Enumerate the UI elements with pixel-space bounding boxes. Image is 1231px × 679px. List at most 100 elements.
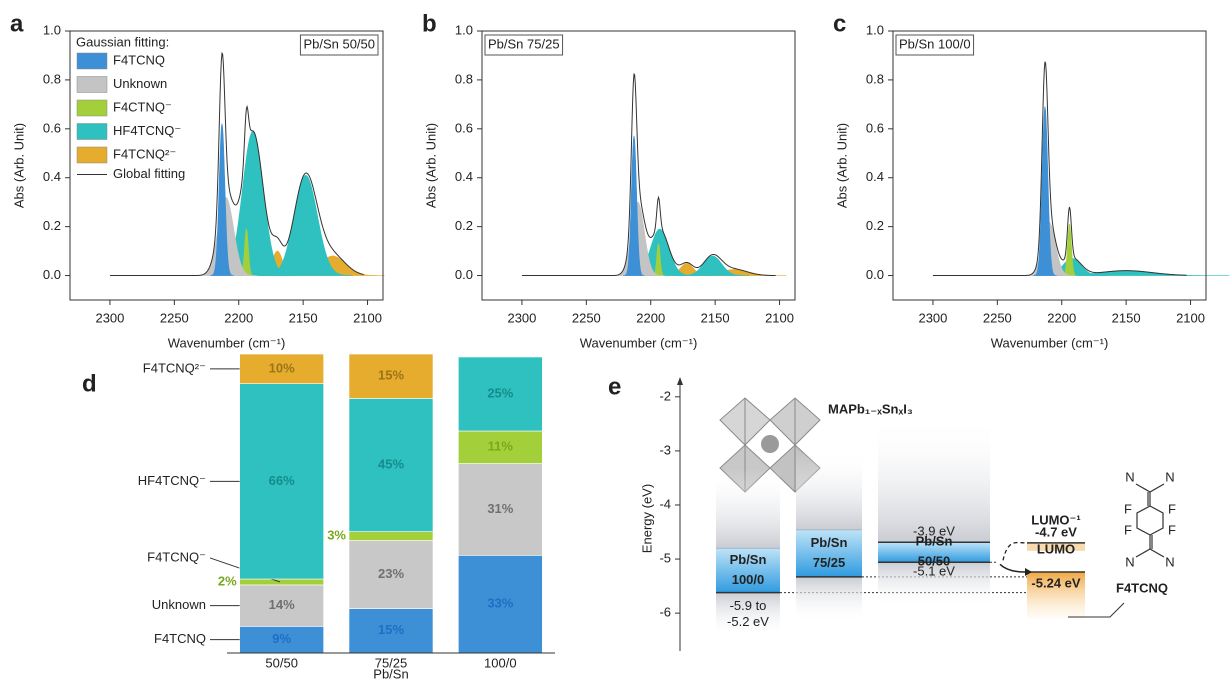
- band-fade: [796, 576, 862, 622]
- x-axis-label: Pb/Sn: [373, 666, 408, 679]
- value-label: 15%: [378, 622, 404, 637]
- gaussian-peak: [259, 174, 353, 276]
- y-tick-label: 1.0: [43, 22, 61, 37]
- atom-label: F: [1124, 501, 1132, 516]
- x-tick-label: 2250: [983, 310, 1012, 325]
- y-tick-label: 0.8: [43, 71, 61, 86]
- y-tick-label: 0.0: [43, 267, 61, 282]
- y-axis-label: Abs (Arb. Unit): [423, 123, 438, 208]
- panel-letter: a: [10, 10, 24, 37]
- legend-swatch: [76, 99, 108, 117]
- atom-label: F: [1168, 522, 1176, 537]
- x-tick-label: 2200: [1047, 310, 1076, 325]
- level-energy: -4.7 eV: [1035, 524, 1077, 539]
- y-tick-label: 0.4: [866, 169, 884, 184]
- panel-letter: d: [82, 370, 97, 397]
- gaussian-peak: [676, 255, 749, 276]
- gaussian-peak: [623, 135, 645, 276]
- y-tick-label: 0.2: [866, 218, 884, 233]
- bar-segment: [348, 398, 434, 532]
- x-axis-label: Wavenumber (cm⁻¹): [991, 335, 1109, 350]
- x-tick-label: 2150: [701, 310, 730, 325]
- band-label: 75/25: [813, 555, 846, 570]
- y-tick-label: 0.0: [455, 267, 473, 282]
- panel-letter: b: [422, 10, 437, 37]
- value-label: 10%: [269, 360, 295, 375]
- x-tick-label: 2150: [289, 310, 318, 325]
- gaussian-peak: [1033, 105, 1057, 276]
- panel-letter: c: [833, 10, 846, 37]
- plot-frame: [69, 30, 384, 301]
- band-note: -5.9 to: [730, 598, 767, 613]
- diagram-title: MAPb₁₋ₓSnₓI₃: [828, 401, 913, 416]
- y-tick-label: -2: [659, 388, 671, 403]
- y-axis-label: Abs (Arb. Unit): [11, 123, 26, 208]
- y-tick-label: 0.4: [455, 169, 473, 184]
- value-label: 66%: [269, 473, 295, 488]
- value-label: 25%: [487, 385, 513, 400]
- bar-segment: [458, 555, 543, 654]
- panel-label-box: [299, 34, 379, 56]
- x-axis-label: Wavenumber (cm⁻¹): [580, 335, 698, 350]
- band-note: -5.2 eV: [727, 614, 769, 629]
- series-label: Unknown: [152, 597, 206, 612]
- y-axis-label: Energy (eV): [639, 484, 654, 553]
- value-label: 11%: [488, 439, 514, 454]
- band-label: 50/50: [918, 554, 951, 569]
- series-label: F4TCNQ: [154, 631, 206, 646]
- band-label: Pb/Sn: [916, 534, 953, 549]
- bar-segment: [458, 356, 543, 432]
- x-tick-label: 2100: [353, 310, 382, 325]
- level-label: LUMO: [1037, 541, 1075, 556]
- bar-segment: [239, 383, 324, 580]
- panel-label: Pb/Sn 50/50: [303, 36, 375, 51]
- y-tick-label: 0.8: [866, 71, 884, 86]
- bar-segment: [348, 353, 434, 399]
- y-tick-label: 1.0: [866, 22, 884, 37]
- bar-segment: [239, 584, 324, 627]
- atom-label: N: [1125, 469, 1134, 484]
- y-tick-label: -4: [659, 496, 671, 511]
- band-note: -3.9 eV: [913, 524, 955, 539]
- x-tick-label: 50/50: [265, 655, 298, 670]
- bar-segment: [239, 626, 324, 654]
- value-label: 3%: [327, 528, 346, 543]
- legend-swatch: [76, 146, 108, 164]
- bar-segment: [239, 578, 324, 586]
- molecule-sketch: [1135, 483, 1165, 558]
- x-tick-label: 2300: [507, 310, 536, 325]
- x-tick-label: 2150: [1112, 310, 1141, 325]
- value-label: 31%: [487, 501, 513, 516]
- bar-segment: [458, 463, 543, 556]
- acceptor-fade: [1027, 542, 1085, 551]
- y-tick-label: 0.0: [866, 267, 884, 282]
- value-label: 45%: [378, 456, 404, 471]
- panel-label-box: [895, 34, 975, 56]
- legend-label: HF4TCNQ⁻: [113, 123, 181, 138]
- value-label: 15%: [378, 368, 404, 383]
- legend-swatch: [76, 76, 108, 93]
- axis-arrow: [677, 377, 683, 385]
- legend-label: Global fitting: [113, 166, 185, 181]
- atom-label: N: [1165, 554, 1174, 569]
- legend-label: F4TCNQ²⁻: [113, 146, 176, 161]
- plot-frame: [481, 30, 796, 301]
- band-fade: [716, 592, 780, 638]
- global-fit: [932, 61, 1187, 277]
- y-tick-label: 0.6: [866, 120, 884, 135]
- legend-label: F4TCNQ: [113, 52, 165, 67]
- legend-swatch: [76, 123, 108, 140]
- x-tick-label: 2250: [160, 310, 189, 325]
- x-axis-label: Wavenumber (cm⁻¹): [168, 335, 286, 350]
- energy-band: [878, 542, 990, 563]
- legend-swatch: [76, 52, 108, 70]
- panel-label: Pb/Sn 75/25: [488, 36, 560, 51]
- y-tick-label: 0.8: [455, 71, 473, 86]
- y-tick-label: -3: [659, 442, 671, 457]
- level-energy: -5.24 eV: [1031, 575, 1080, 590]
- energy-band: [796, 529, 862, 577]
- x-tick-label: 2250: [572, 310, 601, 325]
- legend-title: Gaussian fitting:: [76, 34, 169, 49]
- y-tick-label: 0.6: [43, 120, 61, 135]
